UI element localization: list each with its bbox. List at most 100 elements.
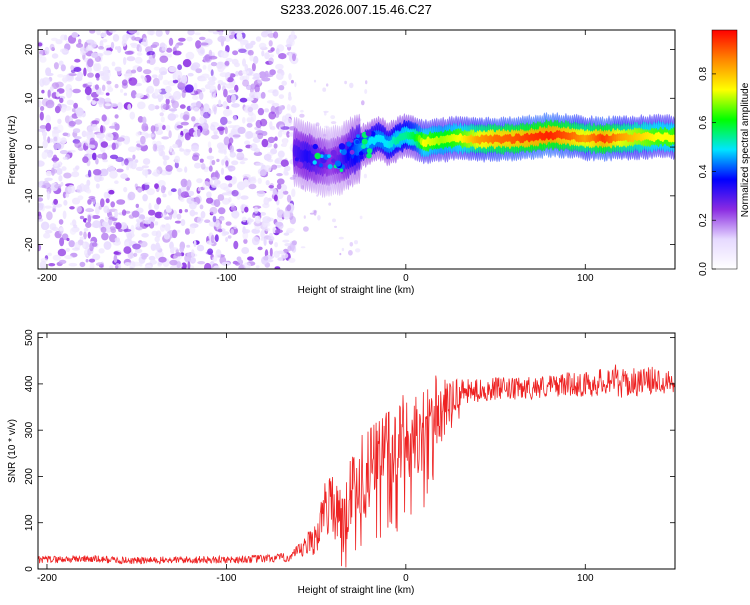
- noise-blob: [87, 81, 93, 86]
- noise-blob: [283, 117, 293, 127]
- spectral-ridge-cell: [331, 158, 336, 164]
- noise-blob: [233, 115, 237, 122]
- noise-blob: [326, 83, 329, 87]
- noise-blob: [41, 151, 48, 160]
- noise-blob: [180, 191, 189, 198]
- noise-blob: [277, 150, 285, 158]
- noise-blob: [98, 205, 102, 210]
- noise-blob: [58, 175, 63, 182]
- noise-blob: [259, 212, 266, 216]
- noise-blob: [313, 210, 317, 216]
- noise-blob: [85, 149, 94, 154]
- noise-blob: [223, 88, 228, 98]
- snr-x-tick-label: 100: [577, 573, 594, 584]
- noise-blob: [208, 109, 214, 115]
- noise-blob: [82, 156, 89, 164]
- noise-blob: [207, 248, 214, 255]
- noise-blob: [252, 137, 261, 144]
- noise-blob: [95, 62, 102, 72]
- noise-blob: [288, 73, 292, 81]
- noise-blob: [168, 130, 172, 139]
- noise-blob: [39, 111, 44, 121]
- noise-blob: [226, 77, 234, 83]
- noise-blob: [253, 73, 261, 79]
- noise-blob: [142, 116, 147, 125]
- noise-blob: [288, 257, 296, 263]
- noise-blob: [176, 125, 183, 129]
- noise-blob: [172, 90, 182, 100]
- noise-blob: [289, 242, 295, 252]
- noise-blob: [263, 238, 267, 246]
- noise-blob: [130, 90, 137, 99]
- noise-blob: [222, 231, 230, 236]
- noise-blob: [85, 39, 95, 44]
- noise-blob: [341, 247, 345, 252]
- noise-blob: [132, 243, 141, 250]
- noise-blob: [209, 179, 213, 185]
- noise-blob: [223, 136, 230, 146]
- noise-blob: [217, 83, 221, 91]
- noise-blob: [60, 182, 64, 187]
- noise-blob: [167, 53, 172, 58]
- spectrogram-y-label: Frequency (Hz): [7, 116, 18, 185]
- noise-blob: [159, 42, 166, 48]
- noise-blob: [121, 79, 128, 86]
- noise-blob: [70, 65, 75, 71]
- noise-blob: [123, 73, 133, 77]
- noise-blob: [176, 167, 183, 173]
- noise-blob: [264, 108, 270, 113]
- spectral-ridge-cell: [355, 140, 360, 144]
- noise-blob: [274, 266, 281, 269]
- noise-blob: [135, 226, 143, 231]
- noise-blob: [334, 225, 337, 228]
- noise-blob: [253, 55, 259, 65]
- noise-blob: [236, 148, 243, 153]
- noise-blob: [220, 116, 228, 126]
- noise-blob: [269, 69, 276, 76]
- noise-blob: [176, 213, 182, 220]
- noise-blob: [101, 84, 106, 92]
- noise-blob: [73, 67, 82, 72]
- noise-blob: [281, 71, 285, 76]
- noise-blob: [213, 131, 218, 135]
- noise-blob: [103, 50, 113, 56]
- noise-blob: [279, 184, 288, 192]
- noise-blob: [44, 229, 53, 234]
- noise-blob: [111, 61, 116, 67]
- noise-blob: [38, 197, 44, 202]
- noise-blob: [220, 50, 229, 59]
- noise-blob: [156, 197, 162, 205]
- spectral-ridge-cell: [340, 149, 347, 155]
- spectrogram-x-tick-label: -200: [37, 273, 57, 284]
- noise-blob: [210, 69, 214, 77]
- noise-blob: [72, 128, 81, 134]
- noise-blob: [230, 228, 234, 235]
- noise-blob: [123, 228, 132, 232]
- noise-blob: [108, 211, 112, 216]
- noise-blob: [197, 216, 203, 224]
- noise-blob: [91, 100, 97, 105]
- noise-blob: [108, 216, 115, 220]
- noise-blob: [174, 43, 179, 49]
- noise-blob: [266, 100, 275, 104]
- noise-blob: [38, 244, 42, 252]
- noise-blob: [109, 154, 119, 160]
- noise-blob: [186, 179, 192, 189]
- noise-blob: [123, 246, 132, 254]
- noise-blob: [101, 232, 109, 241]
- noise-blob: [193, 107, 200, 113]
- noise-blob: [217, 207, 226, 215]
- snr-x-tick-label: 0: [403, 573, 409, 584]
- noise-blob: [155, 122, 164, 128]
- noise-blob: [137, 101, 146, 110]
- noise-blob: [45, 67, 52, 76]
- spectrogram-y-tick-label: 20: [24, 44, 35, 56]
- noise-blob: [199, 204, 204, 210]
- spectral-ridge-cell: [296, 161, 304, 169]
- noise-blob: [264, 52, 270, 60]
- noise-blob: [303, 215, 306, 219]
- noise-blob: [204, 104, 209, 113]
- noise-blob: [68, 240, 75, 248]
- noise-blob: [182, 114, 190, 121]
- noise-blob: [148, 55, 153, 59]
